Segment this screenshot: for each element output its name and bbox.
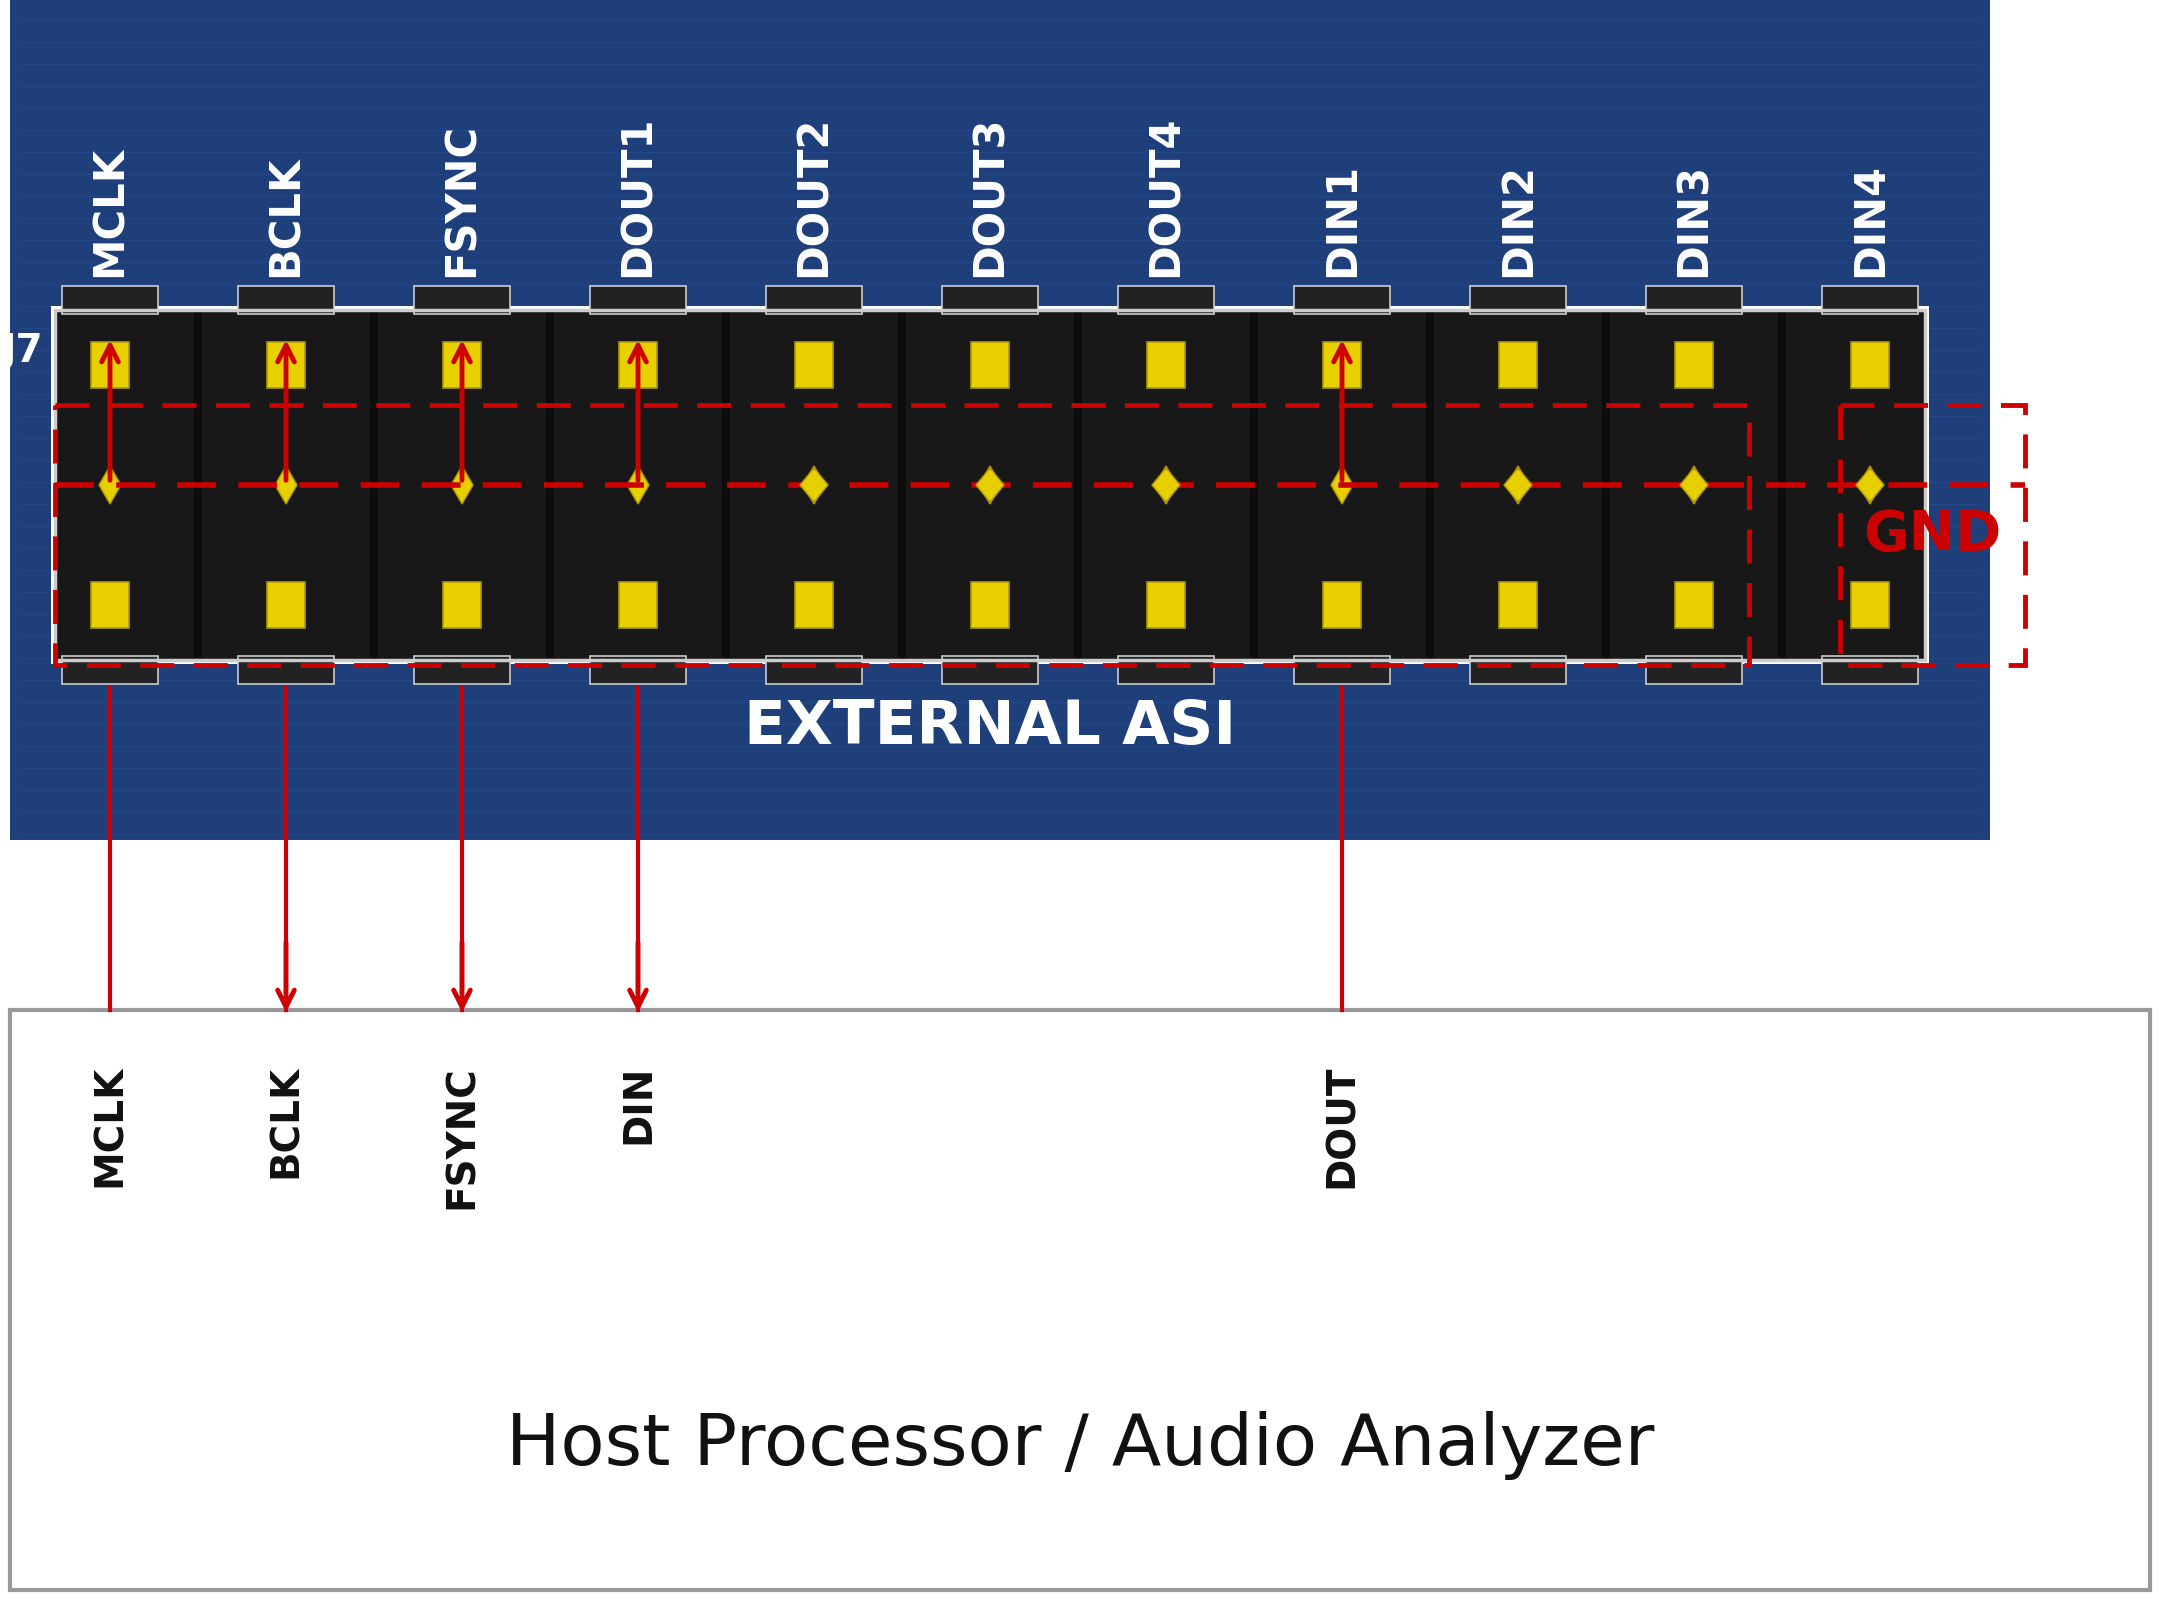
- Bar: [266, 342, 306, 388]
- Text: DIN1: DIN1: [1321, 163, 1363, 277]
- Bar: [1852, 342, 1889, 388]
- Polygon shape: [978, 466, 1000, 504]
- Bar: [11, 0, 1990, 839]
- Bar: [92, 582, 129, 628]
- Text: DOUT: DOUT: [1324, 1065, 1361, 1189]
- Bar: [1293, 287, 1391, 314]
- Bar: [972, 582, 1009, 628]
- Bar: [413, 287, 511, 314]
- Polygon shape: [804, 466, 826, 504]
- Text: BCLK: BCLK: [264, 156, 308, 277]
- Bar: [972, 342, 1009, 388]
- Text: DOUT3: DOUT3: [970, 116, 1011, 277]
- Bar: [413, 656, 511, 685]
- Bar: [1821, 656, 1918, 685]
- Bar: [1075, 313, 1081, 657]
- Bar: [1470, 287, 1566, 314]
- Bar: [1118, 656, 1214, 685]
- Text: MCLK: MCLK: [90, 147, 131, 277]
- Bar: [795, 582, 832, 628]
- Text: Host Processor / Audio Analyzer: Host Processor / Audio Analyzer: [507, 1411, 1653, 1479]
- Bar: [1426, 313, 1435, 657]
- Bar: [941, 656, 1037, 685]
- Bar: [723, 313, 729, 657]
- Bar: [618, 582, 657, 628]
- Bar: [55, 404, 1749, 665]
- Polygon shape: [627, 466, 649, 504]
- Polygon shape: [1856, 469, 1885, 503]
- Polygon shape: [452, 466, 474, 504]
- Bar: [238, 656, 334, 685]
- Bar: [50, 306, 1928, 664]
- Polygon shape: [1505, 469, 1531, 503]
- Bar: [767, 656, 863, 685]
- Bar: [590, 656, 686, 685]
- Polygon shape: [275, 466, 297, 504]
- Text: DOUT2: DOUT2: [793, 116, 834, 277]
- Polygon shape: [1151, 469, 1179, 503]
- Bar: [443, 342, 480, 388]
- Text: DOUT4: DOUT4: [1144, 116, 1186, 277]
- Bar: [618, 342, 657, 388]
- Text: DIN4: DIN4: [1850, 163, 1891, 277]
- Polygon shape: [1155, 466, 1177, 504]
- Bar: [11, 1010, 2149, 1590]
- Polygon shape: [1859, 466, 1880, 504]
- Bar: [1852, 582, 1889, 628]
- Bar: [1778, 313, 1787, 657]
- Bar: [1147, 582, 1186, 628]
- Bar: [1839, 404, 2025, 665]
- Bar: [546, 313, 555, 657]
- Text: EXTERNAL ASI: EXTERNAL ASI: [745, 698, 1236, 757]
- Bar: [1645, 287, 1743, 314]
- Bar: [795, 342, 832, 388]
- Bar: [1324, 342, 1361, 388]
- Bar: [1324, 582, 1361, 628]
- Bar: [443, 582, 480, 628]
- Polygon shape: [98, 466, 120, 504]
- Text: DOUT1: DOUT1: [618, 116, 660, 277]
- Polygon shape: [976, 469, 1005, 503]
- Text: DIN2: DIN2: [1496, 163, 1540, 277]
- Polygon shape: [1330, 466, 1354, 504]
- Bar: [1675, 582, 1712, 628]
- Bar: [61, 656, 159, 685]
- Bar: [1147, 342, 1186, 388]
- Bar: [194, 313, 201, 657]
- Bar: [55, 309, 1924, 661]
- Polygon shape: [1679, 469, 1708, 503]
- Text: GND: GND: [1863, 507, 2001, 562]
- Bar: [238, 287, 334, 314]
- Polygon shape: [1507, 466, 1529, 504]
- Bar: [1118, 287, 1214, 314]
- Bar: [898, 313, 906, 657]
- Text: DIN3: DIN3: [1673, 163, 1714, 277]
- Polygon shape: [799, 469, 828, 503]
- Bar: [941, 287, 1037, 314]
- Bar: [1675, 342, 1712, 388]
- Bar: [92, 342, 129, 388]
- Bar: [1470, 656, 1566, 685]
- Bar: [55, 309, 1924, 661]
- Bar: [1498, 582, 1538, 628]
- Text: J7: J7: [2, 332, 44, 371]
- Bar: [1821, 287, 1918, 314]
- Bar: [590, 287, 686, 314]
- Text: MCLK: MCLK: [92, 1065, 129, 1187]
- Bar: [266, 582, 306, 628]
- Bar: [1249, 313, 1258, 657]
- Bar: [1603, 313, 1610, 657]
- Bar: [61, 287, 159, 314]
- Bar: [1498, 342, 1538, 388]
- Text: DIN: DIN: [618, 1065, 657, 1144]
- Bar: [1645, 656, 1743, 685]
- Text: FSYNC: FSYNC: [441, 122, 483, 277]
- Bar: [767, 287, 863, 314]
- Text: BCLK: BCLK: [266, 1065, 306, 1178]
- Bar: [1293, 656, 1391, 685]
- Text: FSYNC: FSYNC: [443, 1065, 480, 1208]
- Bar: [369, 313, 378, 657]
- Polygon shape: [1684, 466, 1706, 504]
